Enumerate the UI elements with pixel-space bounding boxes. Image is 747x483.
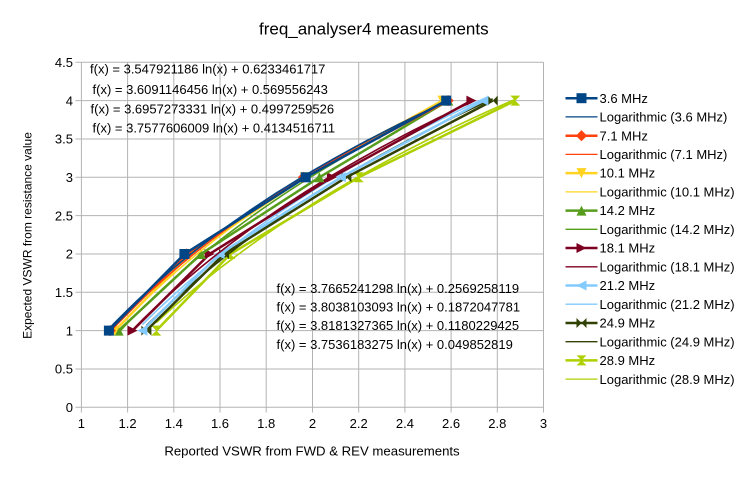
svg-text:18.1 MHz: 18.1 MHz — [600, 241, 656, 256]
svg-text:2.4: 2.4 — [396, 416, 414, 431]
svg-text:Logarithmic (14.2 MHz): Logarithmic (14.2 MHz) — [600, 222, 735, 237]
svg-text:f(x) = 3.547921186 ln(x) + 0.6: f(x) = 3.547921186 ln(x) + 0.6233461717 — [90, 62, 325, 77]
svg-text:1.2: 1.2 — [119, 416, 137, 431]
svg-text:3: 3 — [540, 416, 547, 431]
svg-text:f(x) = 3.8038103093 ln(x) + 0.: f(x) = 3.8038103093 ln(x) + 0.1872047781 — [277, 300, 521, 315]
svg-text:Logarithmic (21.2 MHz): Logarithmic (21.2 MHz) — [600, 297, 735, 312]
svg-text:3.6 MHz: 3.6 MHz — [600, 91, 648, 106]
svg-text:freq_analyser4 measurements: freq_analyser4 measurements — [259, 19, 489, 38]
svg-text:Reported VSWR from FWD & REV m: Reported VSWR from FWD & REV measurement… — [164, 443, 460, 458]
svg-text:Logarithmic (18.1 MHz): Logarithmic (18.1 MHz) — [600, 259, 735, 274]
svg-text:f(x) = 3.6091146456 ln(x) + 0.: f(x) = 3.6091146456 ln(x) + 0.569556243 — [93, 82, 328, 97]
svg-text:1.8: 1.8 — [257, 416, 275, 431]
svg-text:1.5: 1.5 — [55, 285, 73, 300]
svg-text:2: 2 — [66, 247, 73, 262]
svg-text:21.2 MHz: 21.2 MHz — [600, 278, 656, 293]
svg-text:Logarithmic (10.1 MHz): Logarithmic (10.1 MHz) — [600, 185, 735, 200]
svg-text:Expected VSWR from resistance: Expected VSWR from resistance value — [21, 132, 35, 339]
svg-text:f(x) = 3.7536183275 ln(x) + 0.: f(x) = 3.7536183275 ln(x) + 0.049852819 — [277, 337, 513, 352]
svg-text:0.5: 0.5 — [55, 362, 73, 377]
svg-text:1.6: 1.6 — [211, 416, 229, 431]
svg-text:2.5: 2.5 — [55, 208, 73, 223]
svg-text:2.6: 2.6 — [442, 416, 460, 431]
svg-text:2: 2 — [309, 416, 316, 431]
svg-text:3: 3 — [66, 170, 73, 185]
svg-text:Logarithmic (7.1 MHz): Logarithmic (7.1 MHz) — [600, 147, 728, 162]
svg-text:1.4: 1.4 — [165, 416, 183, 431]
svg-text:f(x) = 3.7577606009 ln(x) + 0.: f(x) = 3.7577606009 ln(x) + 0.4134516711 — [93, 121, 336, 136]
svg-text:0: 0 — [66, 400, 73, 415]
svg-text:4.5: 4.5 — [55, 55, 73, 70]
svg-text:f(x) = 3.8181327365 ln(x) + 0.: f(x) = 3.8181327365 ln(x) + 0.1180229425 — [277, 318, 520, 333]
svg-text:2.2: 2.2 — [350, 416, 368, 431]
svg-text:14.2 MHz: 14.2 MHz — [600, 203, 656, 218]
svg-text:f(x) = 3.6957273331 ln(x) + 0.: f(x) = 3.6957273331 ln(x) + 0.4997259526 — [91, 102, 335, 117]
svg-text:4: 4 — [66, 93, 73, 108]
svg-text:24.9 MHz: 24.9 MHz — [600, 316, 656, 331]
svg-text:3.5: 3.5 — [55, 132, 73, 147]
svg-text:Logarithmic (28.9 MHz): Logarithmic (28.9 MHz) — [600, 372, 735, 387]
svg-text:7.1 MHz: 7.1 MHz — [600, 128, 648, 143]
svg-text:2.8: 2.8 — [488, 416, 506, 431]
svg-text:f(x) = 3.7665241298 ln(x) + 0.: f(x) = 3.7665241298 ln(x) + 0.2569258119 — [277, 281, 520, 296]
svg-text:10.1 MHz: 10.1 MHz — [600, 166, 656, 181]
svg-text:28.9 MHz: 28.9 MHz — [600, 353, 656, 368]
svg-text:1: 1 — [78, 416, 85, 431]
svg-text:Logarithmic (3.6 MHz): Logarithmic (3.6 MHz) — [600, 110, 728, 125]
svg-text:1: 1 — [66, 323, 73, 338]
svg-text:Logarithmic (24.9 MHz): Logarithmic (24.9 MHz) — [600, 334, 735, 349]
